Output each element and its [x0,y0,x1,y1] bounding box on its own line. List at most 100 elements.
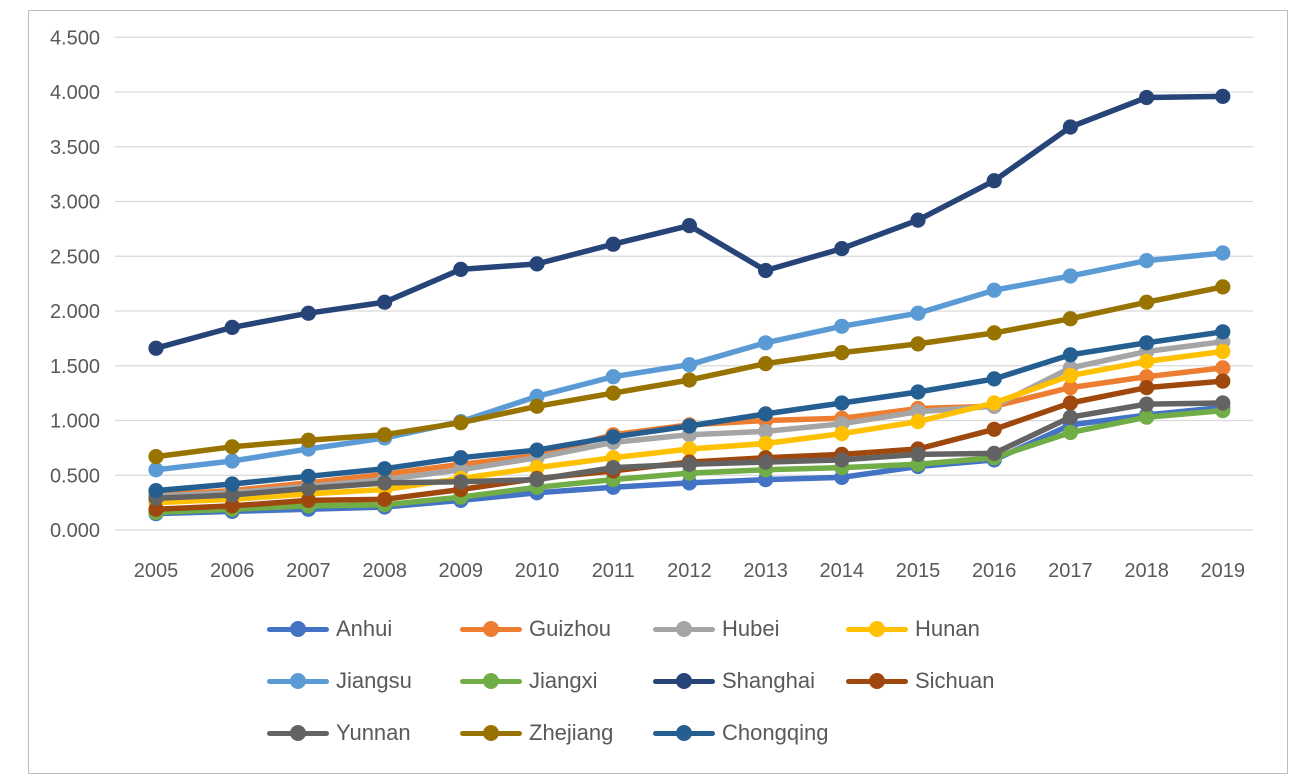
data-point-zhejiang-2019[interactable] [1215,279,1231,295]
legend-item-guizhou[interactable]: Guizhou [460,614,611,644]
data-point-chongqing-2014[interactable] [834,395,850,411]
data-point-zhejiang-2005[interactable] [148,449,164,465]
data-point-shanghai-2005[interactable] [148,340,164,356]
data-point-chongqing-2007[interactable] [300,468,316,484]
data-point-chongqing-2006[interactable] [224,476,240,492]
data-point-zhejiang-2013[interactable] [758,356,774,372]
data-point-jiangsu-2016[interactable] [986,282,1002,298]
data-point-yunnan-2018[interactable] [1139,396,1155,412]
data-point-yunnan-2009[interactable] [453,474,469,490]
data-point-sichuan-2006[interactable] [224,498,240,514]
series-yunnan[interactable] [148,395,1231,506]
data-point-shanghai-2016[interactable] [986,173,1002,189]
series-shanghai[interactable] [148,88,1231,356]
data-point-zhejiang-2011[interactable] [605,385,621,401]
data-point-chongqing-2011[interactable] [605,429,621,445]
data-point-sichuan-2016[interactable] [986,421,1002,437]
data-point-shanghai-2017[interactable] [1062,119,1078,135]
data-point-yunnan-2013[interactable] [758,454,774,470]
data-point-sichuan-2008[interactable] [377,491,393,507]
data-point-jiangsu-2017[interactable] [1062,268,1078,284]
data-point-chongqing-2016[interactable] [986,371,1002,387]
data-point-yunnan-2011[interactable] [605,460,621,476]
data-point-jiangxi-2018[interactable] [1139,409,1155,425]
data-point-jiangsu-2019[interactable] [1215,245,1231,261]
data-point-chongqing-2009[interactable] [453,450,469,466]
legend-item-hubei[interactable]: Hubei [653,614,779,644]
data-point-yunnan-2014[interactable] [834,452,850,468]
legend-item-shanghai[interactable]: Shanghai [653,666,815,696]
data-point-yunnan-2007[interactable] [300,480,316,496]
data-point-zhejiang-2016[interactable] [986,325,1002,341]
data-point-chongqing-2008[interactable] [377,461,393,477]
data-point-hunan-2016[interactable] [986,395,1002,411]
data-point-zhejiang-2009[interactable] [453,415,469,431]
data-point-jiangsu-2015[interactable] [910,305,926,321]
data-point-hunan-2017[interactable] [1062,368,1078,384]
data-point-hunan-2018[interactable] [1139,353,1155,369]
series-chongqing[interactable] [148,324,1231,499]
data-point-shanghai-2012[interactable] [681,218,698,234]
series-zhejiang[interactable] [148,279,1231,465]
data-point-zhejiang-2007[interactable] [300,432,316,448]
data-point-jiangsu-2014[interactable] [834,318,850,334]
data-point-chongqing-2005[interactable] [148,483,164,499]
legend-item-chongqing[interactable]: Chongqing [653,718,828,748]
data-point-chongqing-2012[interactable] [681,418,698,434]
data-point-zhejiang-2018[interactable] [1139,294,1155,310]
data-point-chongqing-2010[interactable] [529,442,545,458]
data-point-shanghai-2007[interactable] [300,305,316,321]
data-point-zhejiang-2010[interactable] [529,398,545,414]
data-point-chongqing-2018[interactable] [1139,335,1155,351]
data-point-yunnan-2016[interactable] [986,445,1002,461]
data-point-zhejiang-2008[interactable] [377,427,393,443]
data-point-sichuan-2019[interactable] [1215,373,1231,389]
data-point-hunan-2010[interactable] [529,460,545,476]
data-point-shanghai-2013[interactable] [758,262,774,279]
data-point-yunnan-2010[interactable] [529,472,545,488]
data-point-zhejiang-2006[interactable] [224,439,240,455]
data-point-hunan-2015[interactable] [910,414,926,430]
data-point-guizhou-2018[interactable] [1139,369,1155,385]
data-point-chongqing-2017[interactable] [1062,347,1078,363]
data-point-jiangsu-2013[interactable] [758,335,774,351]
data-point-shanghai-2009[interactable] [453,261,469,277]
legend-item-jiangsu[interactable]: Jiangsu [267,666,412,696]
data-point-chongqing-2013[interactable] [758,406,774,422]
legend-item-hunan[interactable]: Hunan [846,614,980,644]
data-point-yunnan-2019[interactable] [1215,395,1231,411]
data-point-yunnan-2015[interactable] [910,446,926,462]
data-point-shanghai-2019[interactable] [1215,88,1231,104]
data-point-shanghai-2018[interactable] [1139,89,1155,106]
data-point-sichuan-2007[interactable] [300,492,316,508]
data-point-zhejiang-2017[interactable] [1062,311,1078,327]
data-point-shanghai-2011[interactable] [605,236,621,252]
data-point-zhejiang-2012[interactable] [681,372,698,388]
data-point-hubei-2013[interactable] [758,423,774,439]
data-point-shanghai-2006[interactable] [224,319,240,335]
data-point-sichuan-2018[interactable] [1139,380,1155,396]
data-point-jiangsu-2006[interactable] [224,453,240,469]
data-point-zhejiang-2015[interactable] [910,336,926,352]
data-point-yunnan-2008[interactable] [377,475,393,491]
data-point-hunan-2014[interactable] [834,426,850,442]
data-point-jiangsu-2005[interactable] [148,462,164,478]
data-point-shanghai-2014[interactable] [834,241,850,257]
data-point-guizhou-2017[interactable] [1062,380,1078,396]
data-point-shanghai-2008[interactable] [377,294,393,310]
data-point-guizhou-2019[interactable] [1215,360,1231,376]
data-point-chongqing-2019[interactable] [1215,324,1231,340]
data-point-hunan-2012[interactable] [681,441,698,457]
data-point-yunnan-2006[interactable] [224,487,240,503]
data-point-jiangsu-2011[interactable] [605,369,621,385]
data-point-hunan-2013[interactable] [758,435,774,452]
data-point-sichuan-2005[interactable] [148,501,164,517]
legend-item-zhejiang[interactable]: Zhejiang [460,718,613,748]
data-point-jiangxi-2017[interactable] [1062,424,1078,441]
legend-item-sichuan[interactable]: Sichuan [846,666,995,696]
data-point-jiangsu-2012[interactable] [681,357,698,373]
legend-item-jiangxi[interactable]: Jiangxi [460,666,597,696]
data-point-yunnan-2017[interactable] [1062,409,1078,425]
